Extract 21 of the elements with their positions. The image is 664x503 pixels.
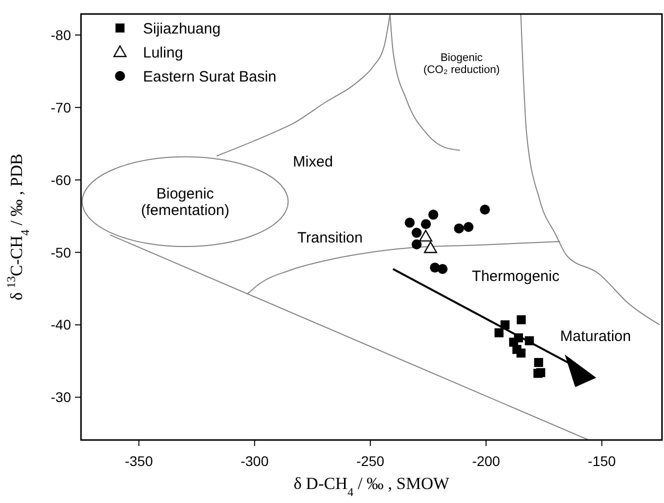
y-tick-label: -50 [50,244,72,260]
annotation: Thermogenic [472,268,560,285]
annotation: Transition [297,229,363,246]
annotation: Mixed [292,153,333,170]
y-tick-label: -70 [50,99,72,116]
x-tick-label: -350 [124,453,154,469]
annotation: Maturation [560,328,632,345]
legend-label: Sijiazhuang [143,20,221,38]
x-axis-title: δ D-CH$_{4}$ / ‰ , SMOW [294,474,450,499]
legend-label: Eastern Surat Basin [143,68,276,86]
x-tick-label: -150 [588,453,616,469]
y-tick-label: -40 [50,316,72,333]
x-tick-label: -200 [472,453,500,469]
y-tick-label: -30 [50,389,72,406]
x-tick-label: -250 [356,453,385,469]
y-tick-label: -80 [50,26,72,43]
y-tick-label: -60 [50,172,72,188]
annotation: Biogenic (CO₂ reduction) [423,52,500,76]
x-tick-label: -300 [240,453,269,469]
annotation: Biogenic (fementation) [140,186,230,220]
legend-label: Luling [143,44,184,62]
